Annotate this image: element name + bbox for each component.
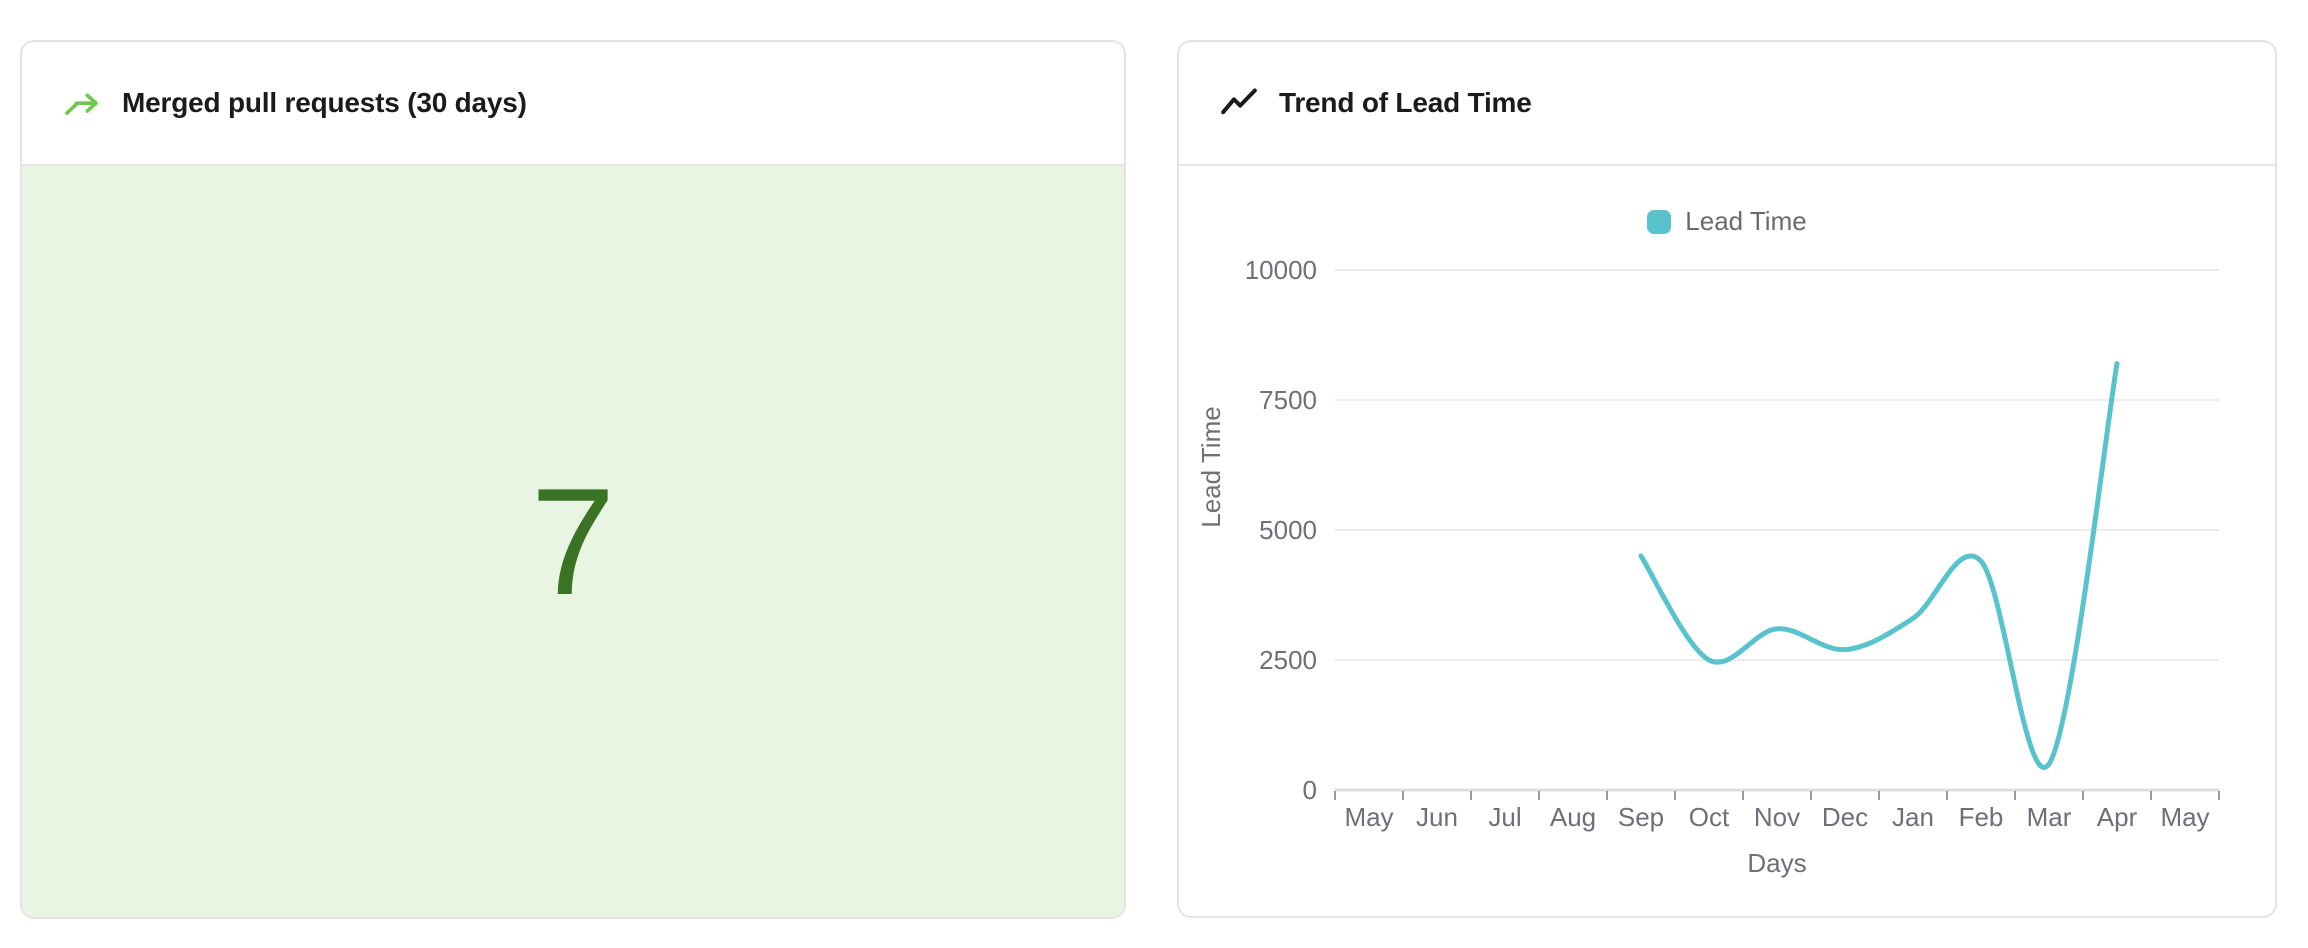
x-tick-label-1: Jun: [1416, 802, 1458, 832]
x-tick-label-2: Jul: [1488, 802, 1521, 832]
lead-time-trend-card: Trend of Lead Time Lead Time 0 2500 5000 75…: [1177, 40, 2277, 918]
merged-pull-requests-body: 7: [22, 166, 1124, 917]
series-line-lead-time: [1638, 361, 2120, 770]
x-tick-label-7: Dec: [1822, 802, 1868, 832]
y-tick-label-0: 0: [1303, 775, 1317, 805]
chart-legend: Lead Time: [1179, 206, 2275, 237]
legend-swatch-lead-time[interactable]: [1647, 209, 1672, 234]
merged-pull-requests-header: Merged pull requests (30 days): [22, 42, 1124, 166]
lead-time-chart-area: Lead Time 0 2500 5000 7500 10000 May Jun Jul Aug…: [1179, 166, 2275, 916]
lead-time-line-chart: 0 2500 5000 7500 10000 May Jun Jul Aug Sep Oct Nov D…: [1196, 255, 2220, 878]
x-tick-label-10: Mar: [2027, 802, 2072, 832]
merged-pull-requests-card: Merged pull requests (30 days) 7: [20, 40, 1126, 919]
x-tick-label-6: Nov: [1754, 802, 1800, 832]
x-tick-label-3: Aug: [1550, 802, 1596, 832]
merged-pull-requests-count: 7: [530, 456, 616, 627]
y-tick-label-10000: 10000: [1245, 255, 1317, 285]
y-tick-label-2500: 2500: [1259, 645, 1317, 675]
y-axis-name: Lead Time: [1196, 406, 1226, 527]
legend-label-lead-time[interactable]: Lead Time: [1685, 206, 1807, 236]
x-tick-label-4: Sep: [1618, 802, 1664, 832]
x-tick-label-9: Feb: [1959, 802, 2004, 832]
lead-time-trend-header: Trend of Lead Time: [1179, 42, 2275, 166]
x-tick-label-0: May: [1344, 802, 1393, 832]
x-axis-name: Days: [1747, 848, 1806, 878]
merged-pull-requests-title: Merged pull requests (30 days): [122, 87, 527, 118]
x-tick-label-12: May: [2160, 802, 2209, 832]
y-tick-label-7500: 7500: [1259, 385, 1317, 415]
trend-line-icon: [1221, 88, 1257, 115]
x-tick-label-11: Apr: [2097, 802, 2138, 832]
lead-time-trend-title: Trend of Lead Time: [1279, 87, 1532, 118]
x-tick-label-5: Oct: [1689, 802, 1730, 832]
y-tick-label-5000: 5000: [1259, 515, 1317, 545]
merge-arrow-icon: [65, 93, 98, 115]
x-tick-label-8: Jan: [1892, 802, 1934, 832]
